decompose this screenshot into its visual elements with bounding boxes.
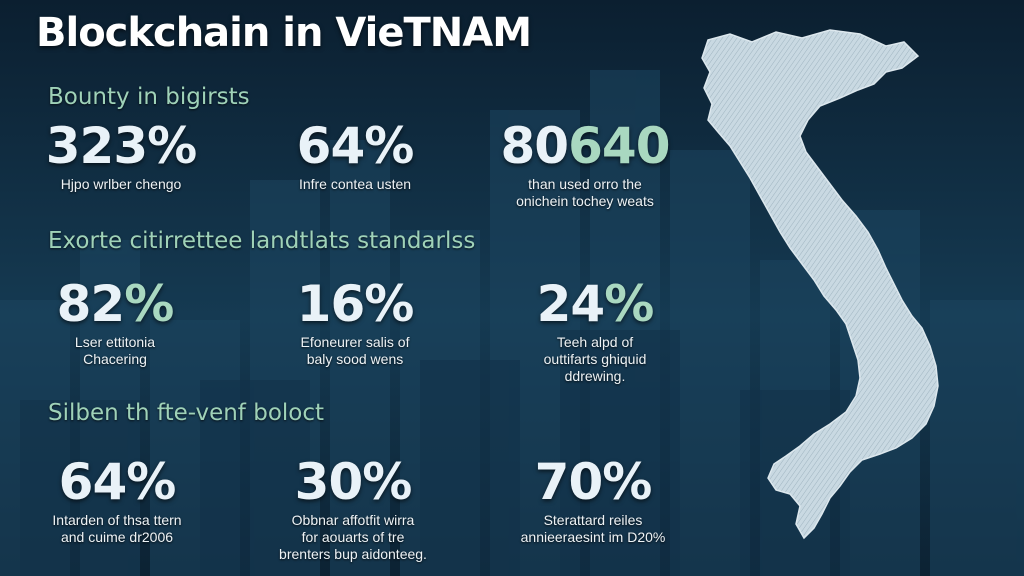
stat-caption: Teeh alpd of: [556, 334, 634, 350]
stat-caption: Efoneurer salis of: [300, 334, 410, 350]
stat-caption: and cuime dr2006: [60, 529, 174, 545]
section-heading-2: Exorte citirrettee landtlats standarlss: [48, 228, 476, 254]
stat-caption: brenters bup aidonteeg.: [279, 546, 427, 562]
stat-caption: Chacering: [83, 351, 147, 367]
page-title: Blockchain in VieTNAM: [36, 10, 532, 56]
stat-card: 80640 than used orro the onichein tochey…: [470, 118, 700, 210]
stat-caption: Infre contea usten: [298, 176, 412, 192]
stat-caption: onichein tochey weats: [516, 193, 654, 209]
stat-card: 30% Obbnar affotfit wirra for aouarts of…: [238, 454, 468, 563]
section-heading-3: Silben th fte-venf boloct: [48, 400, 325, 426]
stat-value-main: 80: [500, 117, 570, 175]
vietnam-outline: [701, 29, 939, 540]
stat-caption: Intarden of thsa ttern: [52, 512, 182, 528]
stat-value-main: 24: [536, 275, 606, 333]
stat-value-accent: %: [124, 275, 174, 333]
vietnam-map-icon: [701, 29, 939, 540]
stat-caption: ddrewing.: [564, 368, 626, 384]
stat-card: 16% Efoneurer salis of baly sood wens: [240, 276, 470, 368]
stat-caption: Lser ettitonia: [74, 334, 156, 350]
stat-value: 64%: [58, 453, 177, 511]
stat-caption: outtifarts ghiquid: [543, 351, 647, 367]
stat-caption: Sterattard reiles: [543, 512, 643, 528]
stat-value: 16%: [296, 275, 415, 333]
stat-card: 70% Sterattard reiles annieeraesint im D…: [478, 454, 708, 546]
stat-card: 82% Lser ettitonia Chacering: [0, 276, 230, 368]
stat-card: 64% Intarden of thsa ttern and cuime dr2…: [2, 454, 232, 546]
stat-value: 80640: [470, 118, 700, 174]
stat-caption: Obbnar affotfit wirra: [291, 512, 415, 528]
stat-value: 30%: [294, 453, 413, 511]
stat-caption: Hjpo wrlber chengo: [60, 176, 182, 192]
stat-value: 82%: [0, 276, 230, 332]
stat-value: 24%: [480, 276, 710, 332]
section-heading-1: Bounty in bigirsts: [48, 84, 250, 110]
stat-caption: for aouarts of tre: [301, 529, 405, 545]
stat-card: 24% Teeh alpd of outtifarts ghiquid ddre…: [480, 276, 710, 385]
stat-caption: annieeraesint im D20%: [520, 529, 666, 545]
stat-value-accent: 640: [568, 117, 670, 175]
stat-value: 64%: [296, 117, 415, 175]
stat-caption: baly sood wens: [306, 351, 404, 367]
stat-caption: than used orro the: [528, 176, 642, 192]
stat-value-main: 82: [56, 275, 126, 333]
stat-card: 64% Infre contea usten: [240, 118, 470, 193]
stat-card: 323% Hjpo wrlber chengo: [6, 118, 236, 193]
stat-value: 323%: [45, 117, 197, 175]
stat-value: 70%: [534, 453, 653, 511]
stat-value-accent: %: [604, 275, 654, 333]
